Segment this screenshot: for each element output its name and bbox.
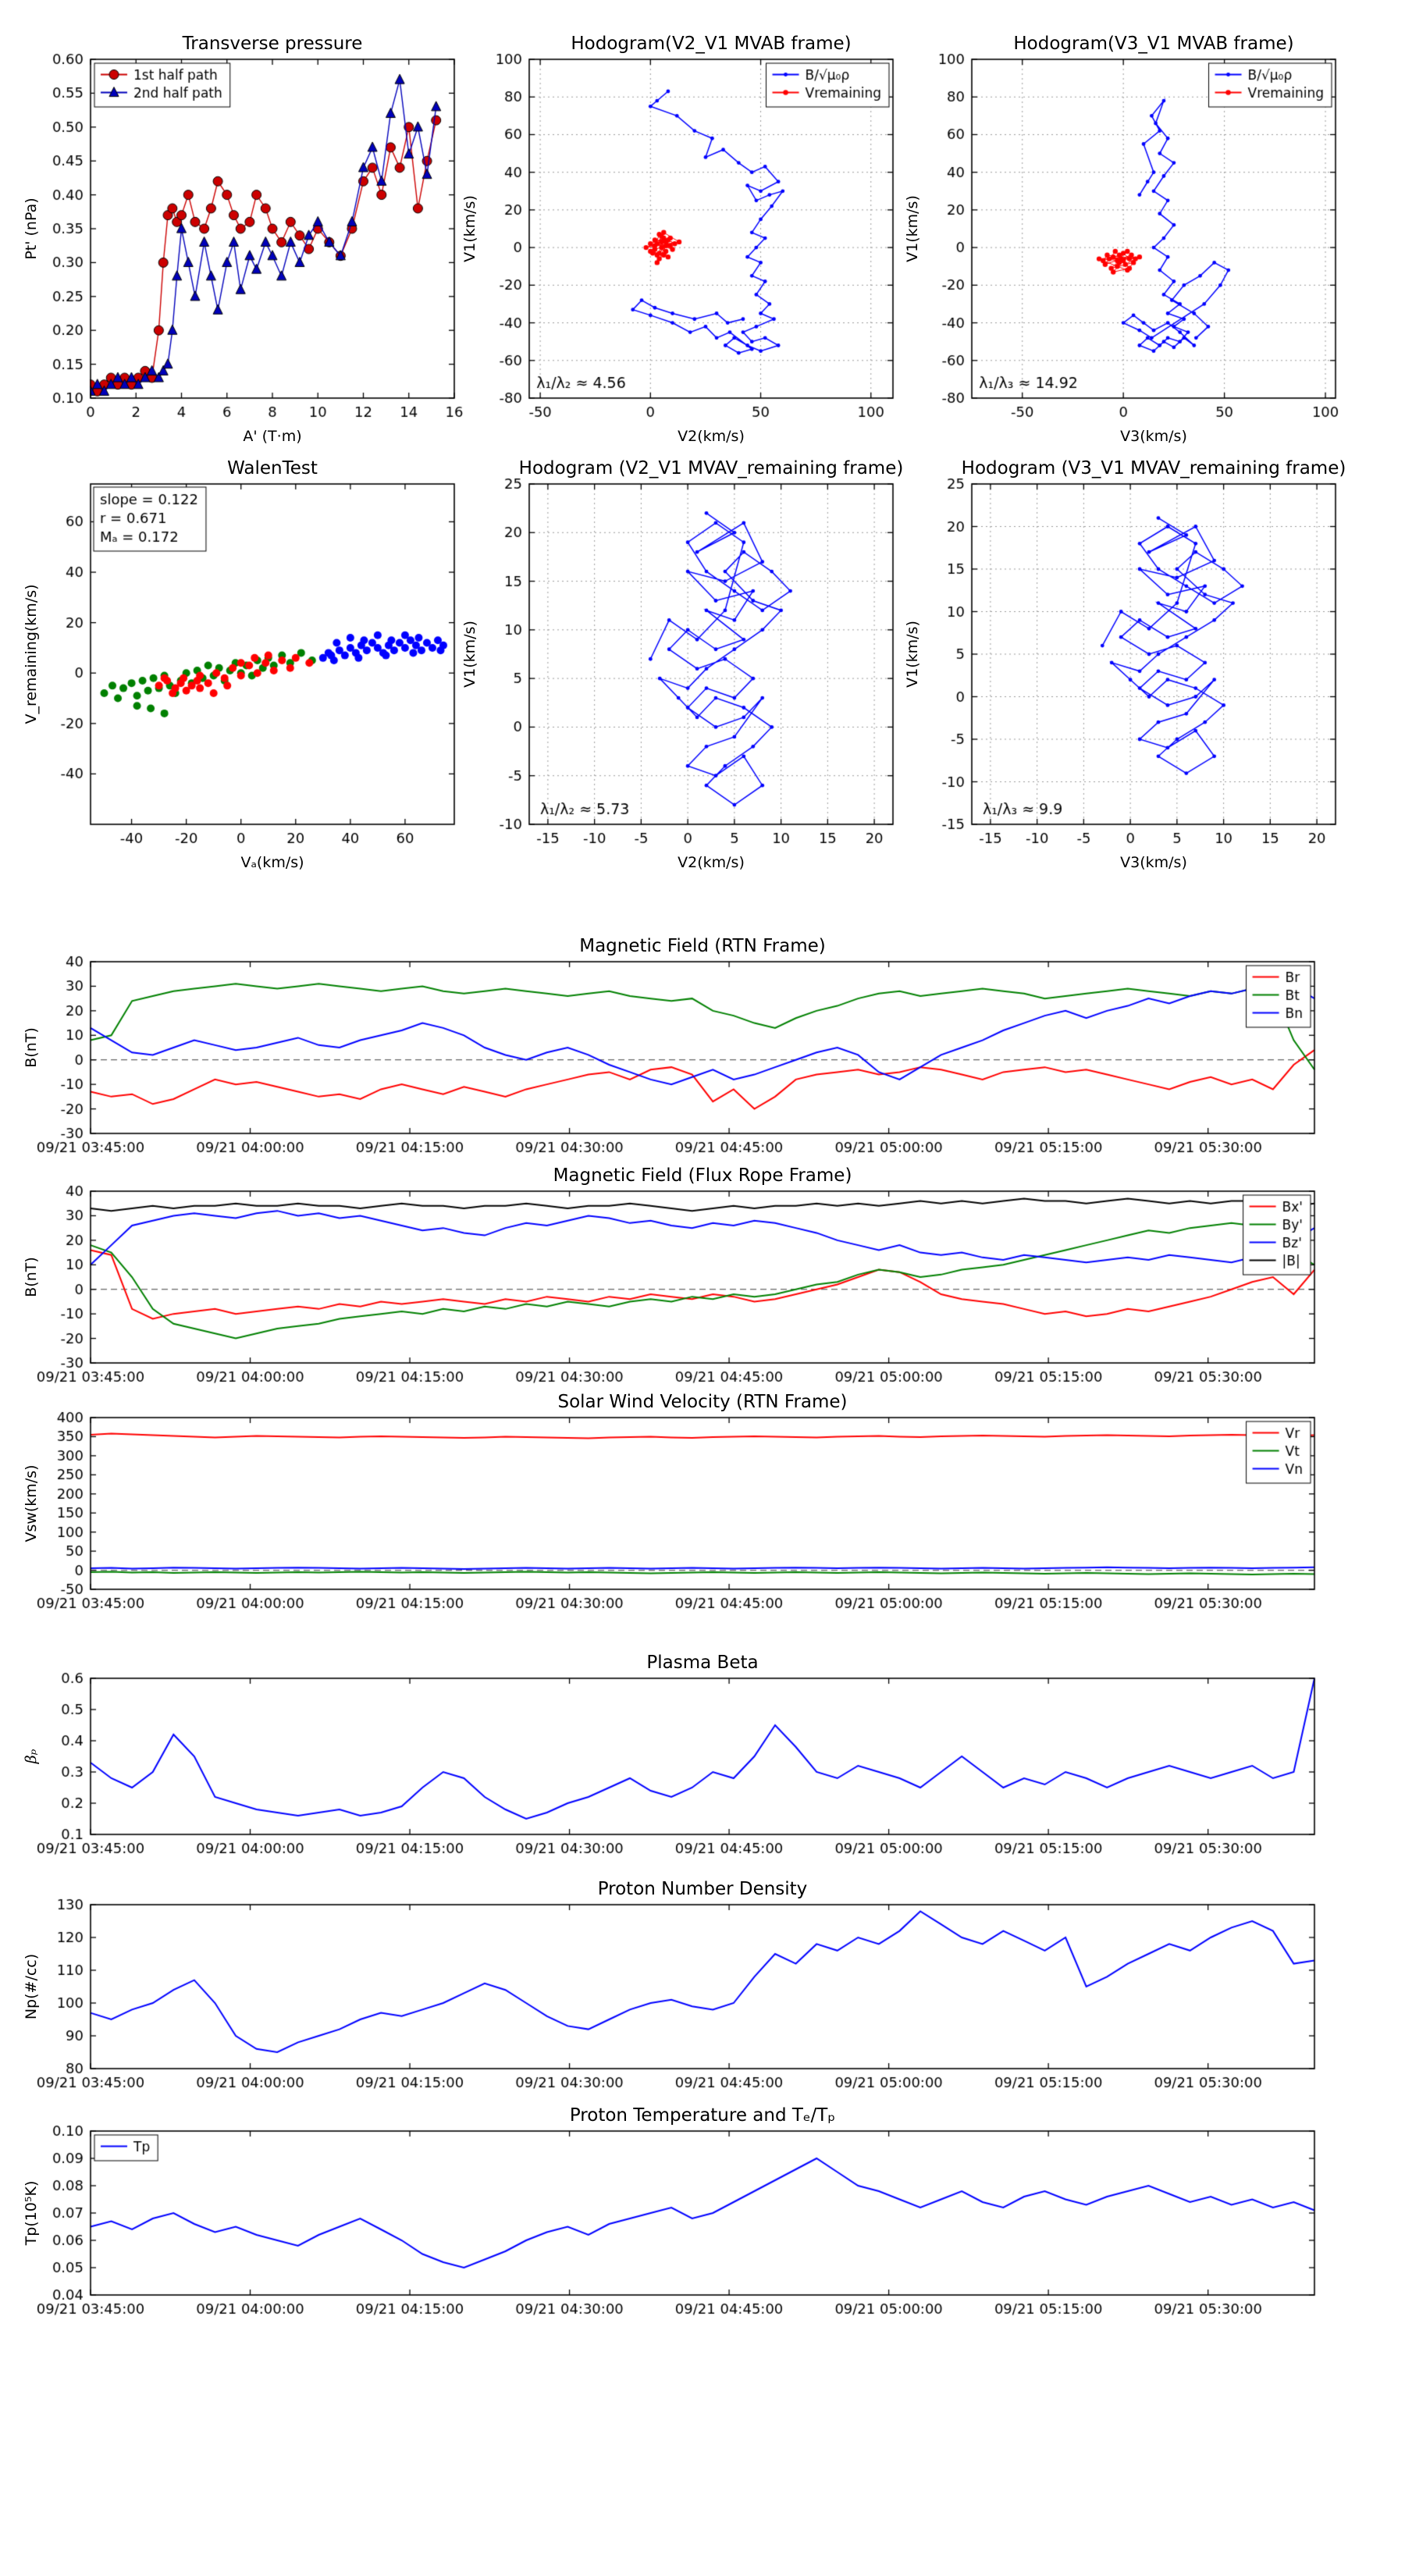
plot-solar-wind-velocity — [12, 1379, 1369, 1636]
plot-title-hodogram-v2v1-mvab: Hodogram(V2_V1 MVAB frame) — [571, 34, 852, 54]
x-axis-label-hodogram-v2v1-mvab: V2(km/s) — [678, 428, 745, 445]
x-axis-label-hodogram-v3v1-mvab: V3(km/s) — [1120, 428, 1187, 445]
plot-title-proton-number-density: Proton Number Density — [597, 1879, 808, 1899]
plot-title-proton-temperature: Proton Temperature and Tₑ/Tₚ — [569, 2105, 836, 2126]
y-axis-label-proton-number-density: Np(#/cc) — [23, 1953, 40, 2020]
y-axis-label-magnetic-field-rtn: B(nT) — [23, 1027, 40, 1068]
plot-title-magnetic-field-flux-rope: Magnetic Field (Flux Rope Frame) — [553, 1165, 852, 1186]
plot-magnetic-field-rtn — [12, 923, 1369, 1180]
y-axis-label-plasma-beta: βₚ — [23, 1749, 40, 1764]
plot-title-plasma-beta: Plasma Beta — [646, 1653, 759, 1673]
plot-title-magnetic-field-rtn: Magnetic Field (RTN Frame) — [579, 936, 826, 956]
plot-plasma-beta — [12, 1639, 1369, 1881]
y-axis-label-magnetic-field-flux-rope: B(nT) — [23, 1257, 40, 1297]
plot-hodogram-v2v1-mvav — [451, 445, 948, 871]
plot-magnetic-field-flux-rope — [12, 1152, 1369, 1410]
plot-hodogram-v2v1-mvab — [451, 20, 948, 445]
y-axis-label-walen-test: V_remaining(km/s) — [23, 584, 40, 724]
x-axis-label-transverse-pressure: A' (T·m) — [243, 428, 302, 445]
x-axis-label-walen-test: Vₐ(km/s) — [240, 854, 304, 871]
plot-proton-number-density — [12, 1866, 1369, 2115]
plot-title-solar-wind-velocity: Solar Wind Velocity (RTN Frame) — [557, 1392, 848, 1412]
y-axis-label-hodogram-v3v1-mvab: V1(km/s) — [904, 195, 921, 262]
plot-transverse-pressure — [12, 20, 509, 445]
y-axis-label-solar-wind-velocity: Vsw(km/s) — [23, 1464, 40, 1542]
x-axis-label-hodogram-v3v1-mvav: V3(km/s) — [1120, 854, 1187, 871]
y-axis-label-hodogram-v3v1-mvav: V1(km/s) — [904, 621, 921, 688]
plot-title-transverse-pressure: Transverse pressure — [182, 34, 363, 54]
plot-walen-test — [12, 445, 509, 871]
plot-title-hodogram-v3v1-mvab: Hodogram(V3_V1 MVAB frame) — [1013, 34, 1294, 54]
y-axis-label-proton-temperature: Tp(10⁵K) — [23, 2180, 40, 2246]
y-axis-label-hodogram-v2v1-mvab: V1(km/s) — [461, 195, 478, 262]
plot-hodogram-v3v1-mvav — [894, 445, 1390, 871]
plot-title-walen-test: WalenTest — [227, 458, 318, 479]
y-axis-label-transverse-pressure: Pt' (nPa) — [23, 197, 40, 260]
y-axis-label-hodogram-v2v1-mvav: V1(km/s) — [461, 621, 478, 688]
x-axis-label-hodogram-v2v1-mvav: V2(km/s) — [678, 854, 745, 871]
plot-title-hodogram-v2v1-mvav: Hodogram (V2_V1 MVAV_remaining frame) — [518, 458, 904, 479]
plot-proton-temperature — [12, 2092, 1369, 2342]
plot-hodogram-v3v1-mvab — [894, 20, 1390, 445]
plot-title-hodogram-v3v1-mvav: Hodogram (V3_V1 MVAV_remaining frame) — [961, 458, 1346, 479]
